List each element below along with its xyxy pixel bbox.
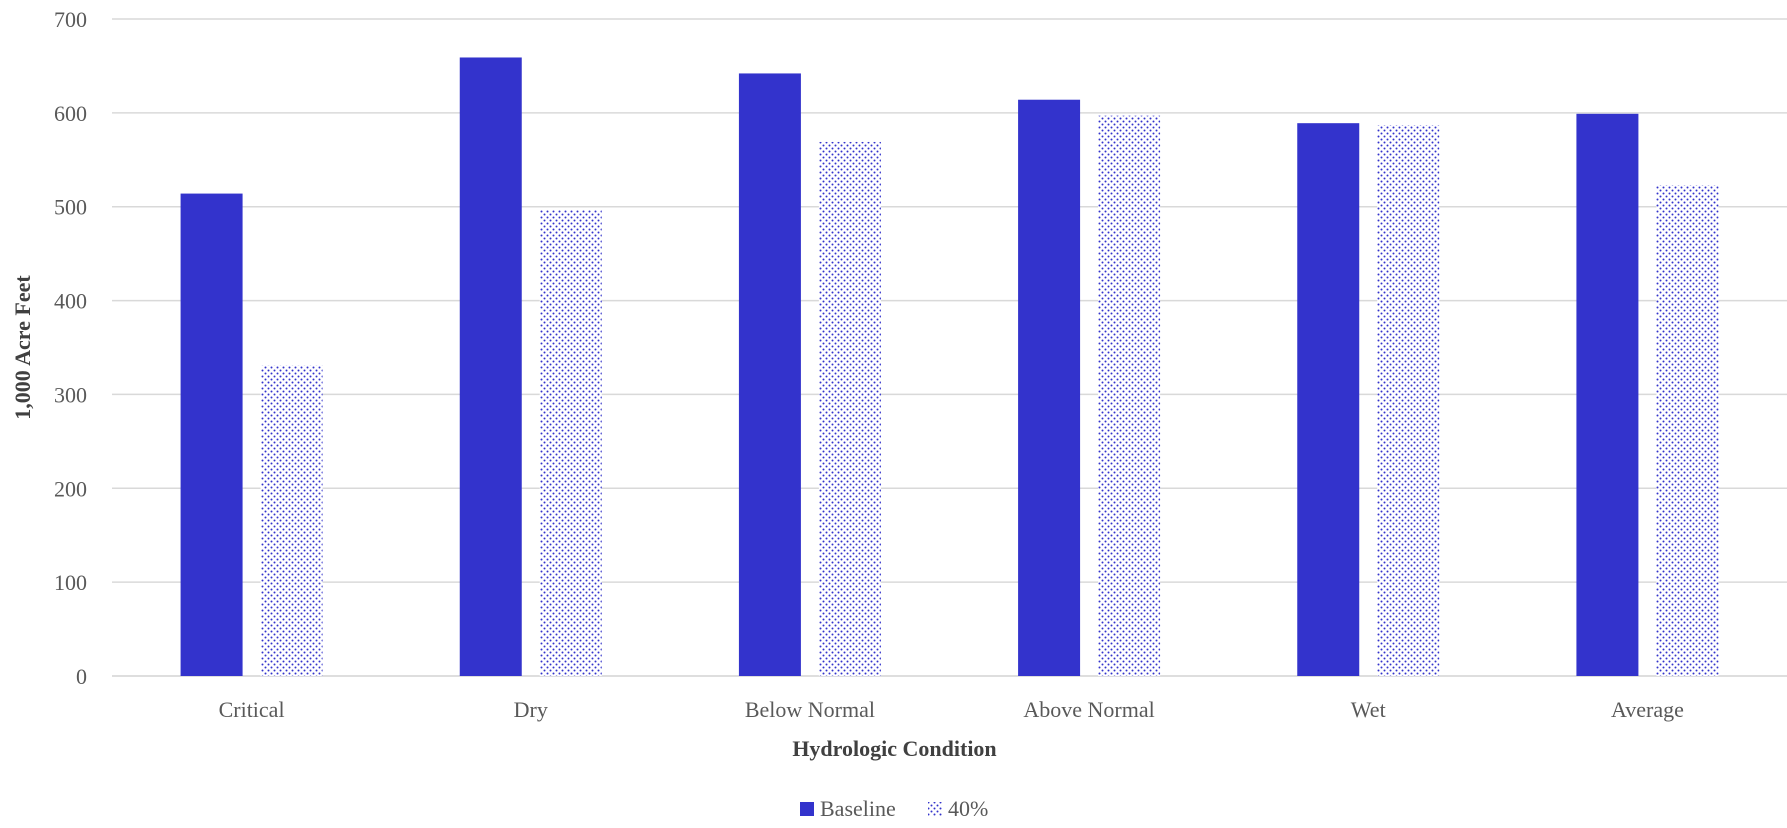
bar-baseline-critical (181, 194, 243, 676)
bar-baseline-below-normal (739, 73, 801, 676)
y-tick-label: 500 (54, 195, 87, 220)
x-axis-title: Hydrologic Condition (792, 736, 996, 761)
y-tick-label: 0 (76, 664, 87, 689)
x-tick-label: Average (1611, 697, 1684, 722)
legend: Baseline 40% (800, 796, 988, 821)
y-tick-label: 400 (54, 289, 87, 314)
y-tick-label: 200 (54, 476, 87, 501)
gridlines (112, 19, 1787, 676)
y-tick-label: 600 (54, 101, 87, 126)
bar-baseline-dry (460, 57, 522, 676)
x-tick-label: Below Normal (745, 697, 875, 722)
legend-label: 40% (948, 796, 988, 821)
bar-baseline-average (1576, 114, 1638, 676)
legend-swatch (928, 802, 942, 816)
bar-40pct-below-normal (819, 142, 881, 676)
x-tick-label: Critical (219, 697, 285, 722)
x-tick-label: Above Normal (1023, 697, 1154, 722)
bar-40pct-dry (540, 210, 602, 676)
y-axis-ticks: 0 100 200 300 400 500 600 700 (54, 7, 87, 689)
legend-swatch (800, 802, 814, 816)
bar-baseline-above-normal (1018, 100, 1080, 676)
y-tick-label: 300 (54, 382, 87, 407)
bars (181, 57, 1719, 676)
bar-40pct-average (1656, 185, 1718, 676)
bar-40pct-wet (1377, 125, 1439, 676)
x-axis-ticks: Critical Dry Below Normal Above Normal Wet Av… (219, 697, 1684, 722)
bar-40pct-critical (261, 365, 323, 676)
x-tick-label: Dry (514, 697, 548, 722)
y-axis-title: 1,000 Acre Feet (10, 275, 35, 420)
x-tick-label: Wet (1351, 697, 1386, 722)
bar-baseline-wet (1297, 123, 1359, 676)
bar-40pct-above-normal (1098, 116, 1160, 676)
y-tick-label: 100 (54, 570, 87, 595)
legend-label: Baseline (820, 796, 896, 821)
y-tick-label: 700 (54, 7, 87, 32)
